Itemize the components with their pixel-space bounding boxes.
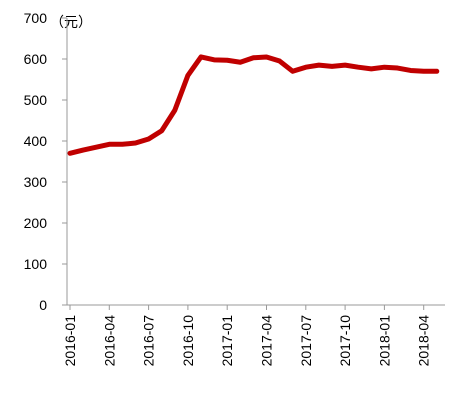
y-tick-label: 200 xyxy=(24,215,48,231)
y-tick-label: 400 xyxy=(24,133,48,149)
x-tick-label: 2018-01 xyxy=(376,315,392,367)
y-tick-label: 0 xyxy=(39,297,47,313)
y-tick-label: 300 xyxy=(24,174,48,190)
x-tick-label: 2017-07 xyxy=(298,315,314,367)
x-tick-label: 2016-01 xyxy=(62,315,78,367)
y-tick-label: 100 xyxy=(24,256,48,272)
x-tick-label: 2017-10 xyxy=(337,315,353,367)
y-tick-label: 600 xyxy=(24,51,48,67)
x-tick-label: 2017-01 xyxy=(219,315,235,367)
y-axis-label: （元） xyxy=(50,14,92,30)
x-tick-label: 2017-04 xyxy=(259,315,275,367)
line-series xyxy=(67,54,440,156)
y-tick-label: 700 xyxy=(24,10,48,26)
x-tick-label: 2016-07 xyxy=(141,315,157,367)
y-tick-label: 500 xyxy=(24,92,48,108)
x-tick-label: 2018-04 xyxy=(416,315,432,367)
x-tick-label: 2016-10 xyxy=(180,315,196,367)
x-tick-label: 2016-04 xyxy=(101,315,117,367)
